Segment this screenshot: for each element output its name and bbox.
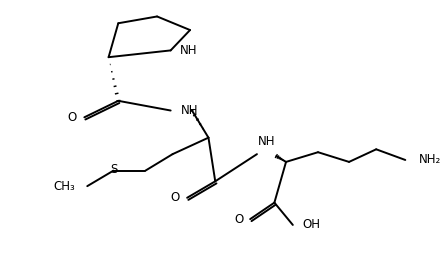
Text: NH: NH [181, 104, 199, 117]
Text: O: O [67, 111, 76, 124]
Text: O: O [234, 213, 244, 226]
Text: OH: OH [302, 218, 320, 231]
Text: NH: NH [258, 135, 275, 148]
Text: O: O [170, 191, 179, 204]
Text: NH₂: NH₂ [419, 153, 441, 166]
Text: CH₃: CH₃ [53, 180, 75, 193]
Text: S: S [110, 163, 117, 176]
Text: NH: NH [180, 44, 198, 57]
